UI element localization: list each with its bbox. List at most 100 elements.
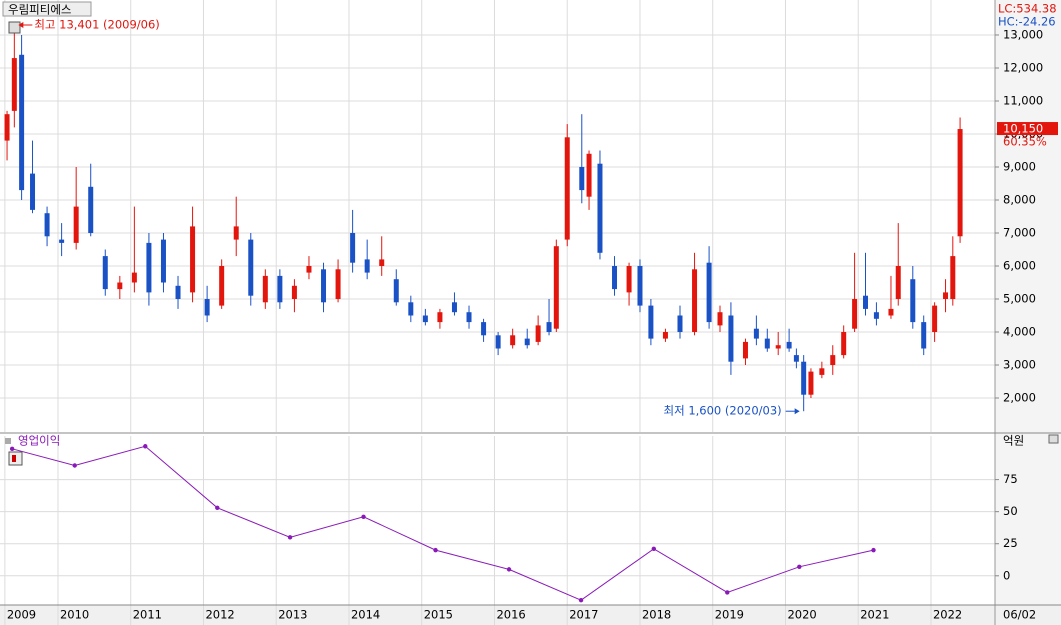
candle-body (546, 322, 552, 333)
candle-body (742, 341, 748, 359)
x-tick-label: 2019 (715, 608, 744, 622)
candle-body (233, 226, 239, 240)
y-tick-label: 25 (1003, 536, 1018, 550)
candle-body (364, 259, 370, 273)
panel-title: 영업이익 (18, 434, 60, 448)
unit-label: 억원 (1003, 434, 1024, 448)
point (725, 590, 730, 595)
y-tick-label: 8,000 (1003, 192, 1036, 206)
candle-body (863, 295, 869, 309)
candle-body (535, 325, 541, 342)
candle-body (204, 299, 210, 316)
candle-body (88, 186, 94, 233)
point (9, 446, 15, 452)
bottom-axis-bg (0, 605, 1061, 625)
point (871, 547, 876, 553)
point (433, 547, 438, 553)
y-tick-label: 50 (1003, 504, 1018, 518)
candle-body (637, 265, 643, 306)
y-tick-label: 13,000 (1003, 27, 1043, 41)
x-tick-label: 2014 (351, 608, 380, 622)
candle-body (73, 206, 79, 243)
annotation: 최저 1,600 (2020/03) (664, 404, 782, 418)
candle-body (692, 269, 698, 333)
hc-label: HC:-24.26 (998, 15, 1056, 29)
candle-body (910, 279, 916, 323)
candle-body (524, 338, 530, 346)
candle-body (321, 269, 327, 303)
candle-body (190, 226, 196, 293)
candle-body (175, 285, 181, 300)
candle-body (11, 58, 17, 111)
candle-body (481, 322, 487, 336)
x-tick-label: 2015 (424, 608, 453, 622)
icon (12, 455, 16, 462)
price-label: 10,150 (1003, 122, 1043, 136)
x-tick-label: 2020 (787, 608, 816, 622)
x-tick-label: 2022 (933, 608, 962, 622)
x-tick-label: 2011 (133, 608, 162, 622)
candle-body (306, 265, 312, 273)
candle-body (248, 239, 254, 296)
candle-body (677, 315, 683, 333)
y-tick-label: 7,000 (1003, 225, 1036, 239)
point (506, 567, 512, 572)
y-tick-label: 11,000 (1003, 93, 1043, 107)
candle-body (597, 163, 603, 253)
candle-body (422, 315, 428, 323)
x-tick-label: 2016 (496, 608, 525, 622)
grid (0, 0, 995, 625)
candle-body (393, 279, 399, 303)
candle-body (219, 265, 225, 306)
candle-body (510, 335, 516, 346)
candle-body (841, 332, 847, 356)
candle-body (819, 368, 825, 375)
candle-body (706, 262, 712, 323)
chart-title: 우림피티에스 (8, 3, 71, 17)
point (287, 535, 293, 540)
y-tick-label: 6,000 (1003, 258, 1036, 272)
point (361, 514, 366, 519)
candle-body (895, 265, 901, 300)
x-tick-label: 2013 (278, 608, 307, 622)
candle-body (801, 361, 807, 395)
lc-label: LC:534.38 (998, 2, 1057, 16)
candle-body (579, 166, 585, 191)
candle-body (379, 259, 385, 266)
y-tick-label: 75 (1003, 472, 1018, 486)
candle-body (19, 54, 25, 191)
point (651, 546, 657, 552)
x-tick-label: 2009 (7, 608, 36, 622)
candle-body (131, 272, 137, 283)
arrow-head (794, 408, 800, 415)
candle-body (350, 232, 356, 263)
candle-body (648, 305, 654, 339)
x-tick-label: 2012 (205, 608, 234, 622)
marks (4, 21, 963, 603)
candle-body (888, 308, 894, 316)
candle-body (437, 312, 443, 323)
candle-body (808, 371, 814, 395)
candle-body (277, 275, 283, 303)
candle-body (753, 328, 759, 339)
candle-body (943, 292, 949, 300)
candle-body (612, 265, 618, 290)
arrow-head (18, 22, 24, 28)
candle-body (786, 341, 792, 349)
candle-body (852, 299, 858, 329)
candle-body (59, 239, 65, 243)
point (797, 564, 802, 570)
candle-body (793, 355, 799, 362)
candle-body (553, 246, 559, 329)
y-tick-label: 0 (1003, 568, 1010, 582)
candle-body (950, 256, 956, 300)
change-label: 60.35% (1003, 135, 1047, 149)
candle-body (957, 129, 963, 237)
y-tick-label: 12,000 (1003, 60, 1043, 74)
candle-body (662, 332, 668, 339)
candle-body (873, 312, 879, 319)
candle-body (775, 345, 781, 349)
candle-body (102, 256, 108, 290)
candle-body (728, 315, 734, 362)
